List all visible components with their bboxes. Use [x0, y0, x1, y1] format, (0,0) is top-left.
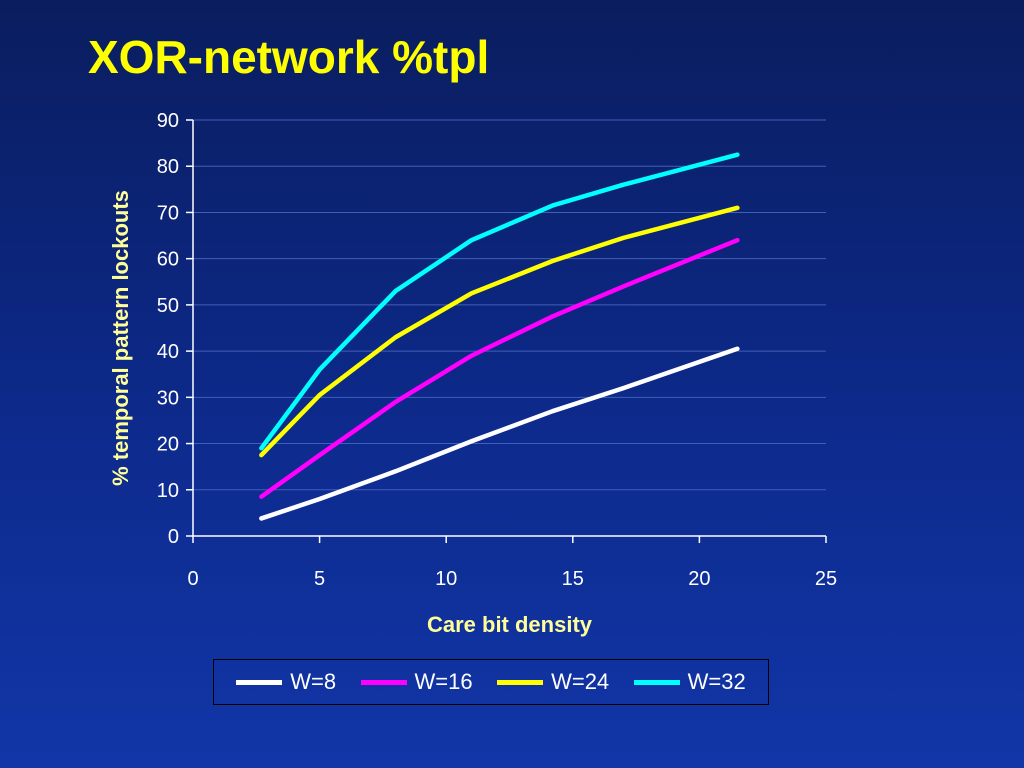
series-lines [259, 152, 740, 521]
series-line-w-32 [259, 152, 740, 451]
legend-label: W=8 [290, 669, 337, 694]
x-tick-label: 15 [562, 568, 584, 590]
legend-swatch-w32 [633, 679, 680, 685]
x-tick-label: 0 [187, 568, 198, 590]
series-line-w-24 [259, 205, 740, 458]
legend-swatch-w8 [236, 679, 283, 685]
x-axis-ticks: 0 5 10 15 20 25 [187, 536, 837, 590]
x-tick-label: 10 [435, 568, 457, 590]
y-tick-label: 30 [157, 387, 179, 409]
y-tick-label: 10 [157, 480, 179, 502]
y-tick-label: 20 [157, 434, 179, 456]
legend-label: W=16 [414, 669, 473, 694]
x-tick-label: 20 [688, 568, 710, 590]
legend-label: W=32 [687, 669, 746, 694]
legend-item: W=16 [360, 669, 473, 695]
y-axis-title: % temporal pattern lockouts [108, 190, 133, 486]
series-line-w-16 [259, 237, 740, 499]
y-tick-label: 50 [157, 295, 179, 317]
legend-item: W=24 [497, 669, 609, 695]
y-tick-label: 80 [157, 156, 179, 178]
x-tick-label: 25 [815, 568, 837, 590]
legend-label: W=24 [551, 669, 610, 694]
legend-swatch-w24 [497, 679, 544, 685]
axes [192, 120, 826, 537]
x-axis-title: Care bit density [427, 612, 593, 637]
legend-swatch-w16 [360, 679, 407, 685]
y-tick-label: 0 [168, 526, 179, 548]
y-axis-ticks: 0 10 20 30 40 50 60 70 80 90 [157, 110, 193, 548]
y-tick-label: 60 [157, 249, 179, 271]
legend-item: W=32 [633, 669, 746, 695]
x-tick-label: 5 [314, 568, 325, 590]
legend-item: W=8 [236, 669, 336, 695]
series-line-w-8 [259, 346, 740, 521]
y-tick-label: 40 [157, 341, 179, 363]
slide-title: XOR-network %tpl [88, 31, 490, 83]
gridlines [193, 119, 826, 491]
y-tick-label: 90 [157, 110, 179, 132]
y-tick-label: 70 [157, 202, 179, 224]
chart-legend: W=8 W=16 W=24 W=32 [213, 659, 769, 705]
